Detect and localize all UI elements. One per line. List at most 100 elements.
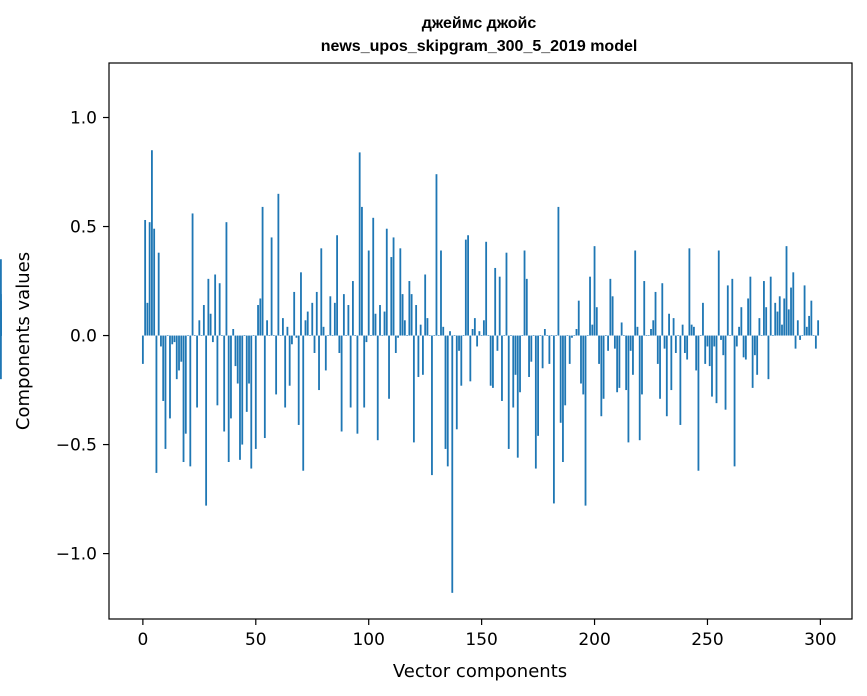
bar bbox=[503, 335, 506, 336]
bar bbox=[792, 272, 795, 336]
bar bbox=[431, 335, 433, 476]
plot-frame bbox=[108, 62, 853, 620]
bar bbox=[349, 335, 352, 408]
bar bbox=[257, 305, 259, 336]
bar bbox=[446, 335, 449, 467]
bar bbox=[582, 335, 585, 395]
bar bbox=[141, 335, 144, 364]
bar bbox=[363, 335, 366, 408]
bar bbox=[234, 335, 237, 367]
bar bbox=[575, 329, 578, 336]
bar bbox=[331, 335, 334, 336]
bar bbox=[681, 324, 684, 336]
y-axis: −1.0 −0.5 0.0 0.5 1.0 bbox=[56, 109, 109, 565]
bar bbox=[469, 335, 472, 382]
bar bbox=[715, 335, 718, 404]
bar bbox=[571, 335, 573, 338]
chart-subtitle: news_upos_skipgram_300_5_2019 model bbox=[321, 38, 638, 55]
bar bbox=[392, 237, 395, 336]
bar bbox=[787, 309, 790, 336]
bar bbox=[408, 281, 411, 336]
chart-title: джеймс джойс bbox=[422, 15, 537, 32]
bar bbox=[498, 276, 501, 336]
bar bbox=[602, 335, 605, 399]
bar bbox=[410, 294, 413, 336]
bar bbox=[428, 335, 431, 336]
bar bbox=[221, 335, 223, 336]
bar bbox=[778, 296, 781, 336]
bar bbox=[329, 296, 332, 336]
bar bbox=[516, 335, 519, 458]
bar bbox=[686, 335, 689, 360]
bar-series bbox=[0, 150, 820, 593]
bar bbox=[243, 335, 246, 336]
bar bbox=[184, 335, 187, 434]
bar bbox=[480, 335, 483, 336]
bar bbox=[652, 320, 655, 336]
bar bbox=[600, 335, 603, 417]
bar bbox=[460, 335, 463, 386]
bar bbox=[724, 335, 727, 410]
bar bbox=[805, 326, 808, 336]
x-axis: 0 50 100 150 200 250 300 bbox=[137, 619, 837, 650]
bar bbox=[342, 294, 345, 336]
bar bbox=[625, 335, 628, 391]
x-tick-label: 300 bbox=[804, 630, 836, 650]
bar bbox=[196, 335, 198, 408]
bar bbox=[706, 335, 709, 347]
bar bbox=[399, 248, 402, 336]
bar bbox=[753, 335, 756, 356]
bar bbox=[595, 307, 598, 336]
bar bbox=[577, 300, 580, 336]
bar bbox=[397, 335, 399, 338]
bar bbox=[668, 313, 670, 336]
bar bbox=[277, 193, 280, 336]
bar bbox=[394, 335, 397, 353]
bar bbox=[796, 320, 799, 336]
bar bbox=[236, 335, 239, 384]
bar bbox=[552, 335, 555, 504]
bar bbox=[356, 335, 359, 434]
bar bbox=[347, 305, 350, 336]
bar bbox=[539, 335, 542, 336]
bar bbox=[573, 335, 576, 336]
bar bbox=[306, 311, 309, 336]
bar bbox=[654, 291, 657, 336]
bar bbox=[731, 278, 734, 336]
bar bbox=[218, 283, 221, 336]
bar bbox=[720, 335, 722, 340]
x-tick-label: 150 bbox=[465, 630, 497, 650]
bar bbox=[632, 335, 634, 375]
x-axis-label: Vector components bbox=[393, 661, 567, 682]
bar bbox=[733, 335, 736, 467]
bar bbox=[702, 302, 704, 336]
bar bbox=[523, 250, 526, 336]
bar bbox=[390, 257, 393, 336]
bar bbox=[756, 335, 759, 375]
bar bbox=[645, 335, 648, 336]
bar bbox=[519, 335, 521, 393]
bar bbox=[593, 246, 596, 336]
bar bbox=[376, 335, 379, 441]
bar bbox=[189, 335, 192, 467]
bar bbox=[586, 335, 589, 336]
bar bbox=[422, 335, 424, 375]
bar bbox=[338, 335, 341, 353]
x-tick-label: 100 bbox=[352, 630, 384, 650]
bar bbox=[747, 298, 750, 336]
bar bbox=[482, 320, 485, 336]
bar bbox=[311, 302, 314, 336]
bar bbox=[550, 335, 553, 336]
bar bbox=[223, 335, 226, 432]
bar bbox=[817, 320, 820, 336]
bar bbox=[695, 335, 698, 371]
bar bbox=[254, 335, 257, 449]
bar bbox=[164, 335, 167, 449]
bar bbox=[670, 335, 673, 391]
bar bbox=[537, 335, 539, 436]
y-tick-label: 0.5 bbox=[70, 218, 97, 238]
bar bbox=[693, 326, 695, 336]
bar bbox=[180, 335, 183, 362]
bar bbox=[268, 335, 271, 336]
